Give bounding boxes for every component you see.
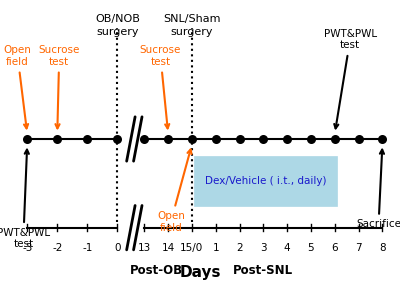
Text: Post-OB: Post-OB	[130, 264, 183, 277]
Text: 1: 1	[212, 243, 219, 253]
Text: 2: 2	[236, 243, 243, 253]
Text: Open
field: Open field	[157, 150, 192, 233]
Text: PWT&PWL
test: PWT&PWL test	[324, 29, 377, 128]
Text: -2: -2	[52, 243, 62, 253]
Text: Dex/Vehicle ( i.t., daily): Dex/Vehicle ( i.t., daily)	[204, 176, 326, 186]
Text: 5: 5	[308, 243, 314, 253]
FancyBboxPatch shape	[194, 156, 337, 206]
Text: OB/NOB
surgery: OB/NOB surgery	[95, 14, 140, 37]
Text: Sucrose
test: Sucrose test	[140, 45, 181, 128]
Text: 0: 0	[114, 243, 121, 253]
Text: SNL/Sham
surgery: SNL/Sham surgery	[163, 14, 221, 37]
Text: -1: -1	[82, 243, 92, 253]
Text: PWT&PWL
test: PWT&PWL test	[0, 150, 50, 249]
Text: -3: -3	[22, 243, 32, 253]
Text: 7: 7	[355, 243, 362, 253]
Text: Sucrose
test: Sucrose test	[38, 45, 80, 128]
Text: 4: 4	[284, 243, 290, 253]
Text: 15/0: 15/0	[180, 243, 204, 253]
Text: 3: 3	[260, 243, 267, 253]
Text: Post-SNL: Post-SNL	[233, 264, 294, 277]
Text: 8: 8	[379, 243, 386, 253]
Text: 6: 6	[332, 243, 338, 253]
Text: Days: Days	[179, 265, 221, 280]
Text: 13: 13	[138, 243, 151, 253]
Text: Open
field: Open field	[4, 45, 32, 128]
Text: 14: 14	[162, 243, 175, 253]
Text: Sacrifice: Sacrifice	[356, 150, 400, 229]
